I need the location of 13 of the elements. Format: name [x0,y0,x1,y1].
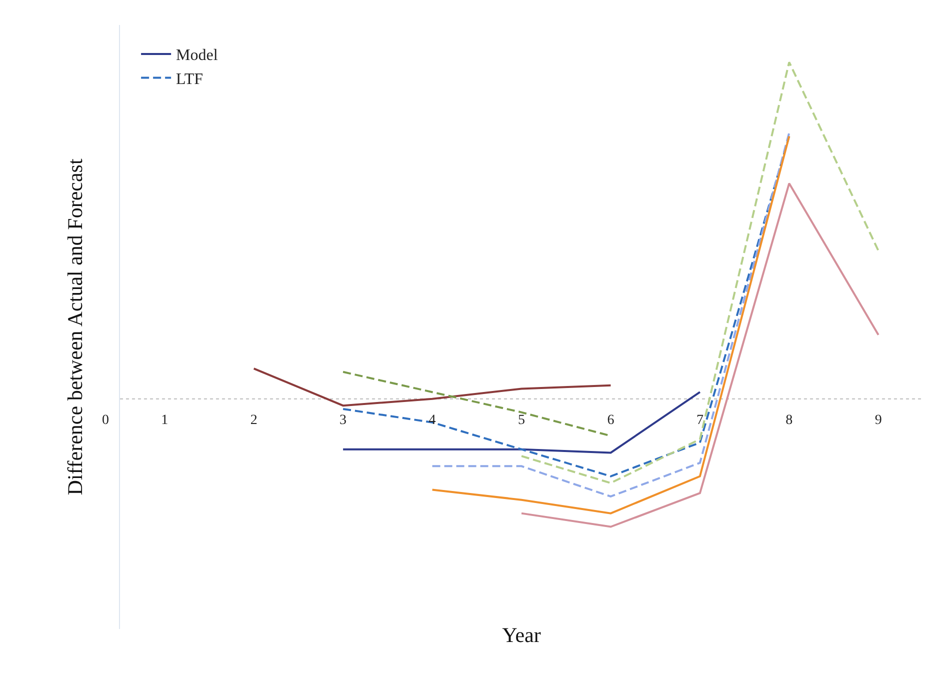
x-tick-label: 1 [161,412,168,428]
text: 0 [102,413,109,428]
x-tick-label: 2 [250,412,258,428]
x-tick-label: 5 [518,412,525,428]
legend-label: LTF [176,71,204,88]
x-tick-label: 9 [874,412,882,428]
x-axis-title: Year [502,623,541,648]
legend-label: Model [176,47,218,64]
y-axis-title: Difference between Actual and Forecast [63,158,88,496]
x-tick-label: 8 [786,412,793,428]
x-tick-label: 7 [696,412,704,428]
x-tick-label: 3 [340,412,347,428]
x-tick-label: 6 [607,412,614,428]
